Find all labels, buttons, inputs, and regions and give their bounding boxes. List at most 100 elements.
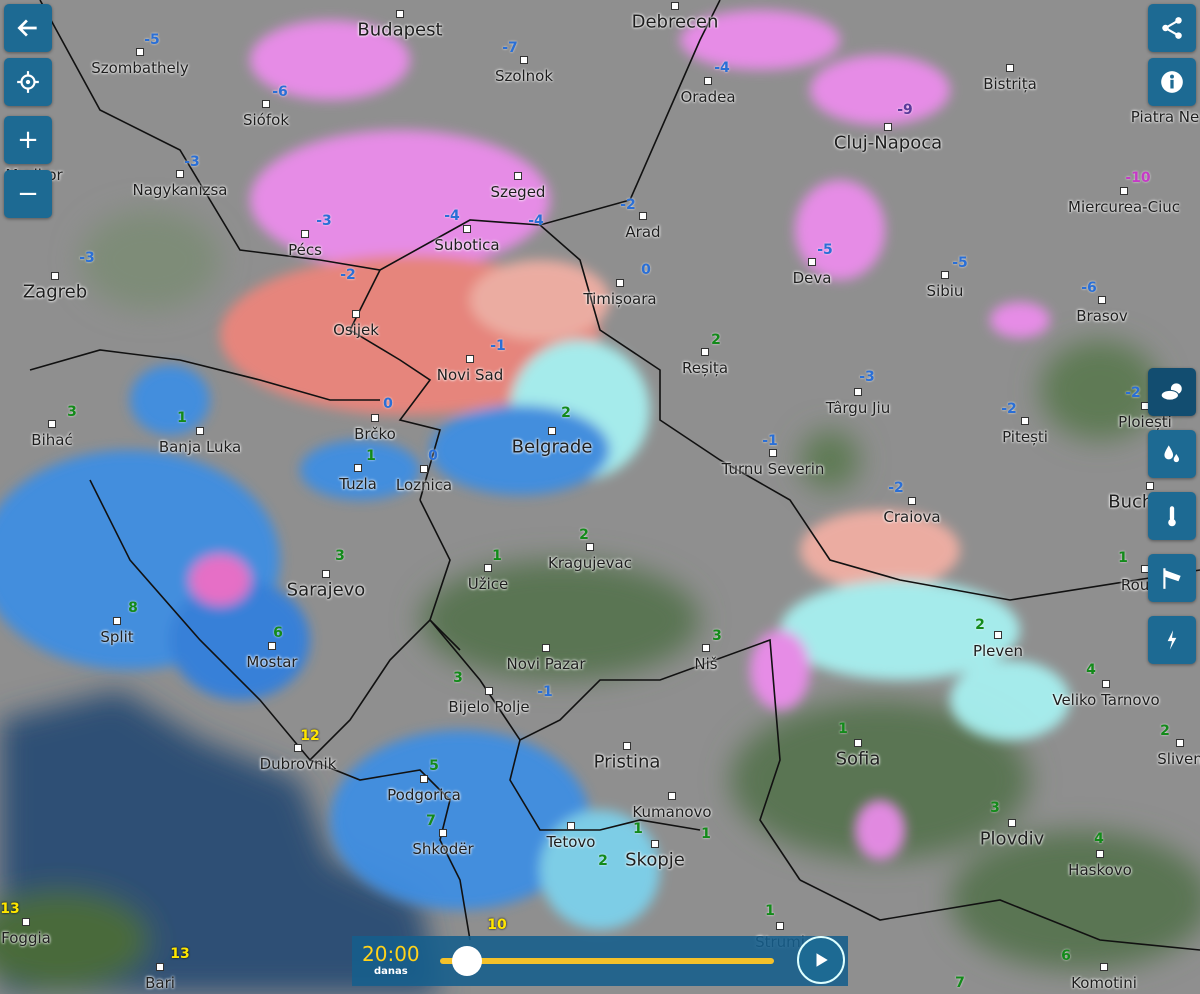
city-label[interactable]: Bijelo Polje <box>448 698 530 716</box>
layer-precipitation-button[interactable] <box>1148 430 1196 478</box>
city-label[interactable]: Loznica <box>395 476 453 494</box>
timeline-slider-handle[interactable] <box>451 946 482 976</box>
city-label[interactable]: Pécs <box>288 241 322 259</box>
layer-wind-button[interactable] <box>1148 554 1196 602</box>
city-label[interactable]: Pleven <box>972 642 1024 660</box>
city-label[interactable]: Osijek <box>333 321 379 339</box>
city-label[interactable]: Veliko Tarnovo <box>1052 691 1160 709</box>
zoom-out-button[interactable]: − <box>4 170 52 218</box>
share-button[interactable] <box>1148 4 1196 52</box>
city-label[interactable]: Tetovo <box>546 833 596 851</box>
city-marker <box>586 543 594 551</box>
city-label[interactable]: Kragujevac <box>548 554 632 572</box>
city-label[interactable]: Craiova <box>883 508 941 526</box>
city-label[interactable]: Oradea <box>680 88 736 106</box>
city-marker <box>484 564 492 572</box>
city-label[interactable]: Novi Pazar <box>506 655 586 673</box>
city-marker <box>22 918 30 926</box>
city-label[interactable]: Komotini <box>1071 974 1137 992</box>
city-label[interactable]: Mostar <box>246 653 298 671</box>
temperature-label: -4 <box>528 213 544 229</box>
zoom-in-button[interactable]: + <box>4 116 52 164</box>
city-marker <box>1120 187 1128 195</box>
city-label[interactable]: Banja Luka <box>158 438 242 456</box>
city-label[interactable]: Sarajevo <box>286 579 366 601</box>
city-label[interactable]: Skopje <box>625 849 685 871</box>
city-label[interactable]: Debrecen <box>631 11 719 33</box>
city-label[interactable]: Reșița <box>681 359 729 377</box>
city-label[interactable]: Târgu Jiu <box>825 399 891 417</box>
city-marker <box>466 355 474 363</box>
city-label[interactable]: Plovdiv <box>979 828 1045 850</box>
city-label[interactable]: Sofia <box>835 748 881 770</box>
temperature-label: 7 <box>426 813 436 829</box>
city-marker <box>651 840 659 848</box>
timeline-slider[interactable] <box>440 958 774 964</box>
city-marker <box>262 100 270 108</box>
city-label[interactable]: Budapest <box>357 19 443 41</box>
temperature-label: -3 <box>184 154 200 170</box>
city-label[interactable]: Arad <box>625 223 661 241</box>
share-icon <box>1162 17 1182 39</box>
temperature-label: 4 <box>1086 662 1096 678</box>
city-label[interactable]: Podgorica <box>387 786 461 804</box>
city-label[interactable]: Pitești <box>1002 428 1048 446</box>
city-label[interactable]: Foggia <box>1 929 51 947</box>
city-label[interactable]: Brčko <box>354 425 396 443</box>
temperature-label: -4 <box>444 208 460 224</box>
city-marker <box>808 258 816 266</box>
temperature-label: 1 <box>701 826 711 842</box>
city-label[interactable]: Cluj-Napoca <box>833 132 943 154</box>
info-button[interactable] <box>1148 58 1196 106</box>
city-label[interactable]: Sibiu <box>926 282 964 300</box>
city-marker <box>639 212 647 220</box>
city-label[interactable]: Bihać <box>31 431 73 449</box>
city-label[interactable]: Deva <box>792 269 832 287</box>
city-label[interactable]: Subotica <box>434 236 500 254</box>
city-label[interactable]: Belgrade <box>511 436 593 458</box>
city-label[interactable]: Kumanovo <box>632 803 712 821</box>
temperature-label: 1 <box>366 448 376 464</box>
city-label[interactable]: Haskovo <box>1068 861 1132 879</box>
city-label[interactable]: Turnu Severin <box>721 460 825 478</box>
city-label[interactable]: Niš <box>694 655 718 673</box>
city-label[interactable]: Sliven <box>1157 750 1200 768</box>
temperature-label: -3 <box>79 250 95 266</box>
city-label[interactable]: Užice <box>467 575 509 593</box>
city-label[interactable]: Pristina <box>593 751 661 773</box>
city-label[interactable]: Szolnok <box>494 67 554 85</box>
city-label[interactable]: Miercurea-Ciuc <box>1068 198 1180 216</box>
play-button[interactable] <box>797 936 845 984</box>
city-label[interactable]: Bistrița <box>983 75 1037 93</box>
play-icon <box>816 953 828 967</box>
city-marker <box>371 414 379 422</box>
layer-weather-button[interactable] <box>1148 368 1196 416</box>
city-label[interactable]: Tuzla <box>339 475 377 493</box>
city-marker <box>769 449 777 457</box>
city-label[interactable]: Siófok <box>242 111 290 129</box>
city-label[interactable]: Szombathely <box>91 59 189 77</box>
city-label[interactable]: Shkodër <box>412 840 474 858</box>
city-label[interactable]: Bari <box>145 974 175 992</box>
temperature-label: -5 <box>952 255 968 271</box>
city-label[interactable]: Nagykanizsa <box>132 181 228 199</box>
layer-lightning-button[interactable] <box>1148 616 1196 664</box>
locate-button[interactable] <box>4 58 52 106</box>
city-label[interactable]: Szeged <box>490 183 546 201</box>
city-label[interactable]: Dubrovnik <box>259 755 337 773</box>
city-marker <box>396 10 404 18</box>
temperature-label: 13 <box>170 946 190 962</box>
city-label[interactable]: Piatra Ne <box>1130 108 1200 126</box>
city-label[interactable]: Novi Sad <box>436 366 504 384</box>
raindrops-icon <box>1164 445 1180 463</box>
layer-temperature-button[interactable] <box>1148 492 1196 540</box>
city-label[interactable]: Timișoara <box>583 290 657 308</box>
city-label[interactable]: Zagreb <box>22 281 88 303</box>
thermometer-icon <box>1168 506 1176 527</box>
city-label[interactable]: Split <box>100 628 134 646</box>
city-marker <box>1176 739 1184 747</box>
city-label[interactable]: Ploiești <box>1118 413 1172 431</box>
back-button[interactable] <box>4 4 52 52</box>
city-label[interactable]: Brasov <box>1076 307 1128 325</box>
